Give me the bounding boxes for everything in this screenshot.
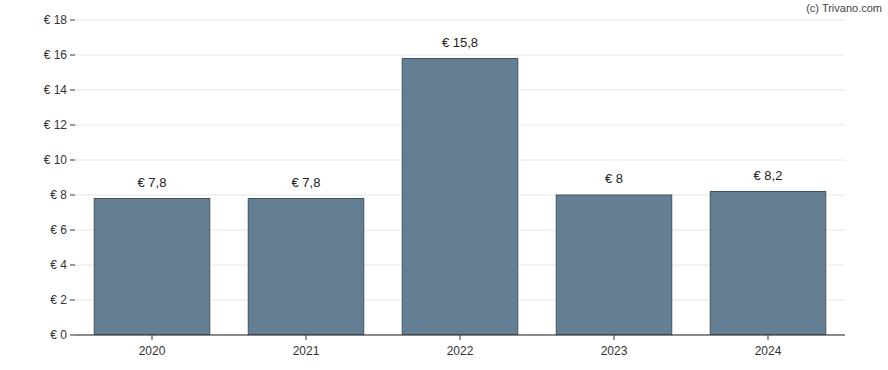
y-tick-label: € 10	[44, 153, 68, 167]
bars	[94, 59, 826, 336]
x-tick-label: 2022	[447, 344, 474, 358]
bar	[402, 59, 518, 336]
data-label: € 8,2	[754, 168, 783, 183]
y-tick	[70, 230, 75, 231]
y-tick	[70, 20, 75, 21]
y-tick-label: € 18	[44, 13, 68, 27]
x-tick-label: 2023	[601, 344, 628, 358]
y-tick	[70, 160, 75, 161]
grid-line	[75, 20, 845, 21]
bar	[248, 199, 364, 336]
x-tick	[306, 335, 307, 340]
y-tick-label: € 12	[44, 118, 68, 132]
grid-line	[75, 55, 845, 56]
x-tick	[768, 335, 769, 340]
y-tick	[70, 300, 75, 301]
y-tick	[70, 195, 75, 196]
y-tick-label: € 6	[50, 223, 67, 237]
y-tick	[70, 125, 75, 126]
data-label: € 7,8	[292, 175, 321, 190]
x-tick-label: 2020	[139, 344, 166, 358]
y-tick-label: € 16	[44, 48, 68, 62]
y-tick-label: € 4	[50, 258, 67, 272]
y-tick	[70, 90, 75, 91]
annotation: (c) Trivano.com	[806, 2, 882, 14]
x-tick-label: 2024	[755, 344, 782, 358]
y-tick	[70, 55, 75, 56]
bar	[94, 199, 210, 336]
data-label: € 7,8	[138, 175, 167, 190]
y-tick	[70, 335, 75, 336]
x-tick	[152, 335, 153, 340]
y-tick-label: € 14	[44, 83, 68, 97]
data-label: € 8	[605, 171, 623, 186]
y-tick-label: € 2	[50, 293, 67, 307]
y-tick-label: € 8	[50, 188, 67, 202]
x-tick	[614, 335, 615, 340]
y-tick	[70, 265, 75, 266]
y-tick-label: € 0	[50, 328, 67, 342]
data-label: € 15,8	[442, 35, 478, 50]
bar	[556, 195, 672, 335]
bar	[710, 192, 826, 336]
x-tick-label: 2021	[293, 344, 320, 358]
x-tick	[460, 335, 461, 340]
chart: € 0 € 2 € 4 € 6 € 8 € 10 € 12 € 14 € 16 € 18 € 7,8…	[0, 0, 888, 370]
